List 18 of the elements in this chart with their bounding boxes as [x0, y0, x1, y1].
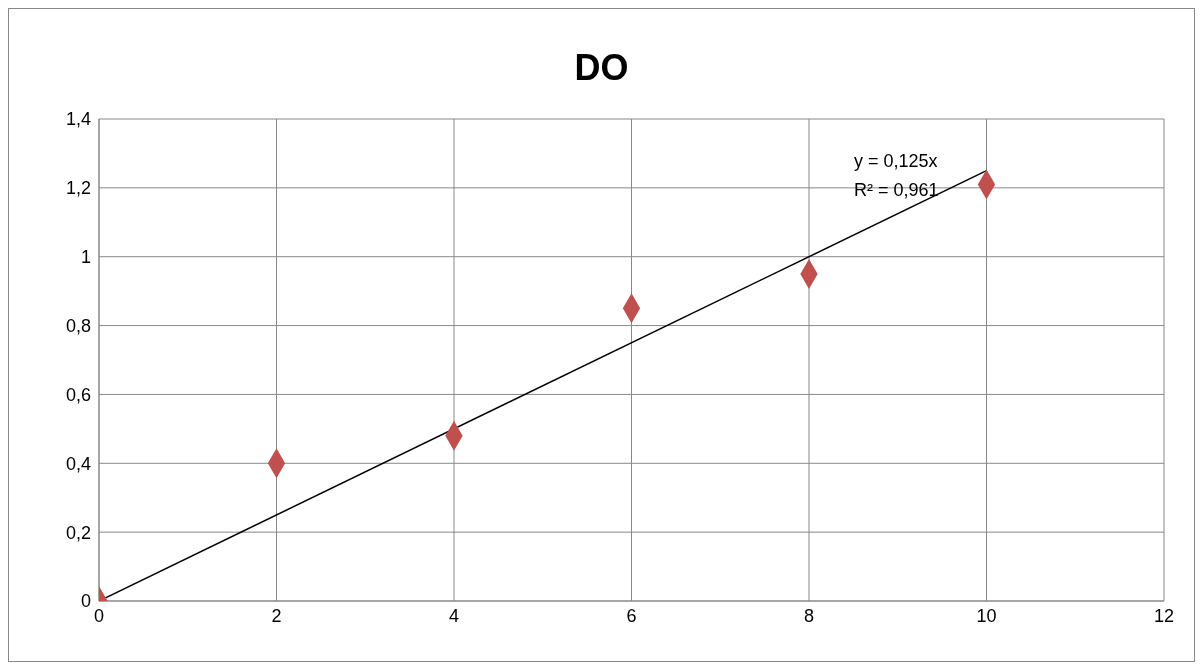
x-tick-label: 2 — [271, 605, 282, 626]
y-tick-label: 0,8 — [65, 315, 91, 336]
annotation: R² = 0,961 — [854, 179, 939, 202]
y-tick-label: 0 — [80, 591, 91, 612]
chart-title: DO — [573, 47, 630, 89]
x-tick-label: 0 — [93, 605, 105, 626]
y-tick-label: 0,2 — [65, 522, 91, 543]
x-tick-label: 10 — [976, 605, 997, 626]
y-tick-label: 1,2 — [65, 178, 91, 199]
y-tick-label: 0,6 — [65, 384, 91, 405]
x-tick-label: 4 — [448, 605, 460, 626]
y-tick-label: 1 — [80, 247, 91, 268]
x-tick-label: 12 — [1153, 605, 1175, 626]
x-tick-label: 6 — [626, 605, 637, 626]
y-tick-label: 1,4 — [65, 109, 91, 130]
x-tick-label: 8 — [803, 605, 815, 626]
annotation: y = 0,125x — [854, 150, 939, 173]
y-tick-label: 0,4 — [65, 453, 91, 474]
